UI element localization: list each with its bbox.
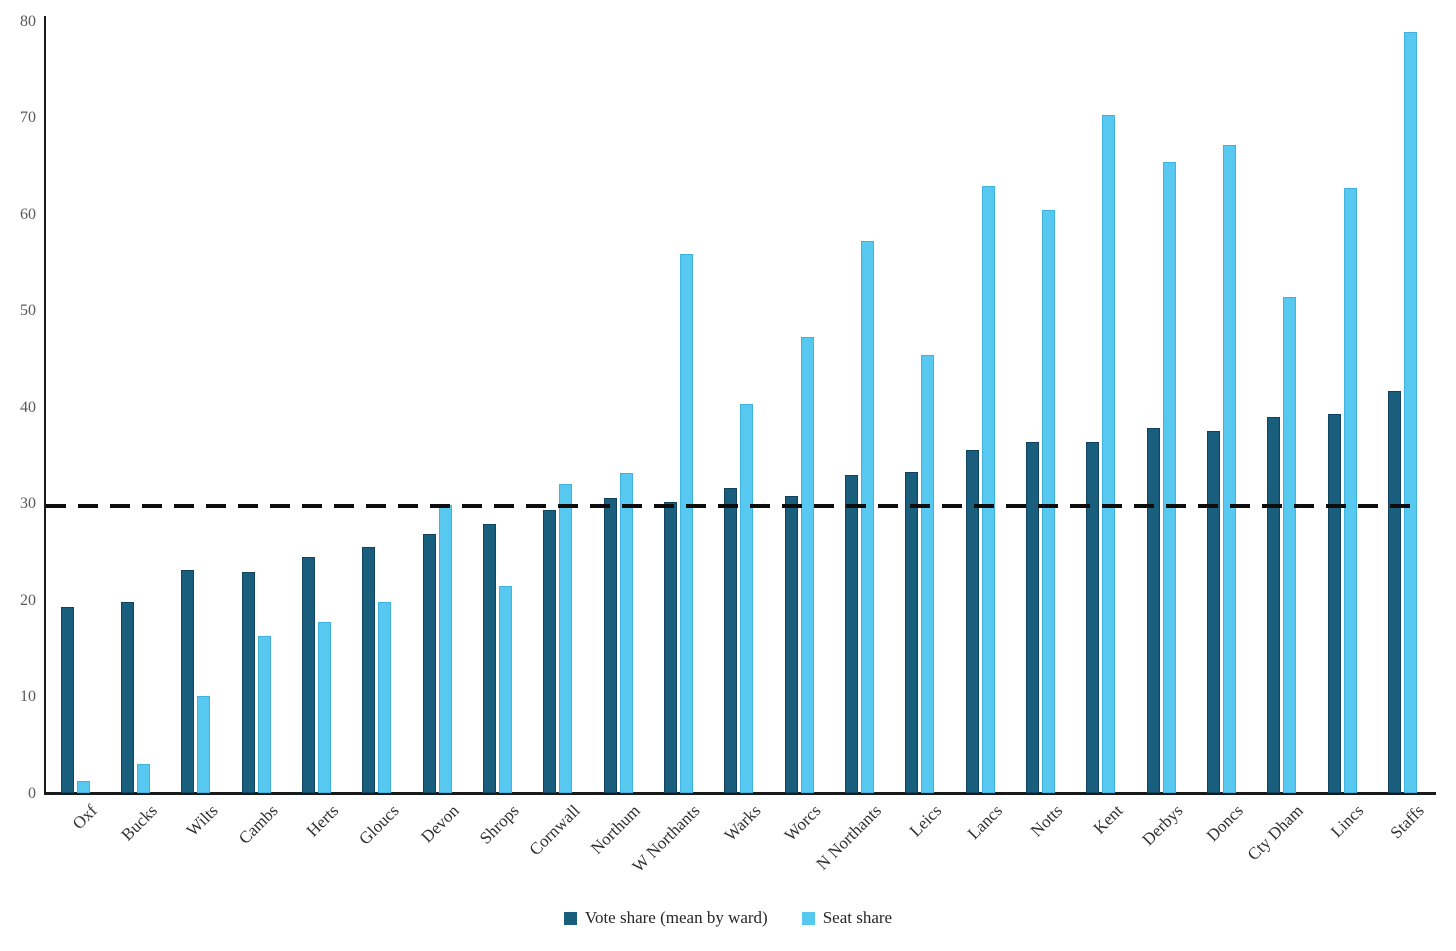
x-category-label: Cornwall (525, 801, 584, 860)
bar-seat-share (860, 240, 874, 794)
x-category-label: Cambs (234, 801, 282, 848)
x-category-label: Oxf (68, 801, 101, 834)
x-category-label: Wilts (182, 801, 222, 841)
bar-seat-share (1403, 32, 1417, 794)
bar-seat-share (740, 403, 754, 794)
x-category-label: Kent (1089, 801, 1127, 838)
bar-vote-share (1025, 442, 1039, 794)
bar-seat-share (921, 354, 935, 794)
x-category-label: Bucks (117, 801, 161, 845)
bar-seat-share (1222, 145, 1236, 794)
y-tick-label: 80 (20, 12, 36, 30)
bar-vote-share (181, 569, 195, 794)
bar-seat-share (1162, 161, 1176, 794)
x-category-label: N Northants (812, 801, 885, 874)
bar-vote-share (664, 502, 677, 794)
bar-vote-share (362, 547, 376, 794)
y-tick-label: 30 (20, 495, 36, 513)
x-category-label: Warks (720, 801, 765, 845)
bar-seat-share (1041, 209, 1055, 794)
vote-share-swatch-icon (563, 911, 577, 925)
legend-label-seat-share: Seat share (822, 908, 893, 927)
bar-seat-share (559, 483, 573, 794)
bar-seat-share (1102, 115, 1116, 794)
y-tick-label: 40 (20, 398, 36, 416)
bar-vote-share (60, 607, 74, 794)
bar-vote-share (241, 571, 255, 794)
legend-label-vote-share: Vote share (mean by ward) (584, 908, 768, 927)
bar-vote-share (603, 498, 617, 794)
y-tick-label: 0 (28, 784, 36, 802)
reference-dashed-line (46, 504, 1420, 508)
bar-seat-share (800, 337, 814, 794)
y-tick-label: 10 (20, 688, 36, 706)
x-category-label: Herts (302, 801, 342, 841)
x-category-label: Doncs (1202, 801, 1247, 846)
x-category-label: Shrops (476, 801, 523, 848)
bar-seat-share (981, 185, 995, 794)
legend-item-vote-share: Vote share (mean by ward) (563, 908, 768, 928)
x-axis-line (44, 792, 1436, 795)
bar-vote-share (543, 509, 557, 794)
bar-vote-share (1086, 442, 1100, 794)
bar-vote-share (121, 602, 135, 794)
bar-vote-share (965, 450, 979, 794)
x-category-label: Lancs (963, 801, 1006, 844)
x-category-label: Notts (1026, 801, 1066, 841)
bar-seat-share (318, 621, 332, 794)
bar-vote-share (1387, 391, 1401, 794)
y-tick-label: 20 (20, 591, 36, 609)
bar-vote-share (1146, 427, 1160, 794)
x-category-label: Devon (417, 801, 463, 847)
bar-vote-share (1267, 417, 1281, 794)
bar-seat-share (1283, 296, 1297, 794)
bar-seat-share (680, 254, 693, 794)
y-tick-label: 60 (20, 205, 36, 223)
bar-seat-share (76, 780, 90, 794)
x-category-label: Northum (586, 801, 644, 858)
x-category-label: Cty Dham (1244, 801, 1308, 865)
bar-seat-share (197, 696, 211, 794)
bar-seat-share (378, 601, 392, 794)
bar-vote-share (1206, 430, 1220, 794)
x-category-label: Derbys (1138, 801, 1187, 850)
bar-seat-share (137, 763, 151, 794)
legend: Vote share (mean by ward) Seat share (0, 908, 1456, 928)
bar-vote-share (422, 533, 436, 794)
bar-seat-share (499, 586, 512, 794)
seat-share-swatch-icon (801, 911, 815, 925)
x-category-label: Worcs (780, 801, 825, 845)
y-axis-line (44, 16, 46, 794)
x-category-label: Gloucs (354, 801, 403, 849)
bar-vote-share (483, 524, 496, 794)
x-category-label: Staffs (1386, 801, 1428, 843)
bar-vote-share (302, 557, 316, 794)
bar-vote-share (905, 472, 919, 794)
bar-vote-share (844, 475, 858, 794)
bar-vote-share (724, 487, 738, 794)
bar-vote-share (784, 496, 798, 794)
bar-vote-share (1327, 414, 1341, 794)
y-tick-label: 70 (20, 109, 36, 127)
y-tick-label: 50 (20, 302, 36, 320)
bar-seat-share (257, 636, 271, 794)
bar-seat-share (1343, 187, 1357, 794)
legend-item-seat-share: Seat share (801, 908, 893, 928)
x-category-label: Leics (905, 801, 946, 841)
bar-seat-share (438, 505, 452, 794)
x-category-label: Lincs (1327, 801, 1368, 842)
bar-seat-share (619, 473, 633, 794)
